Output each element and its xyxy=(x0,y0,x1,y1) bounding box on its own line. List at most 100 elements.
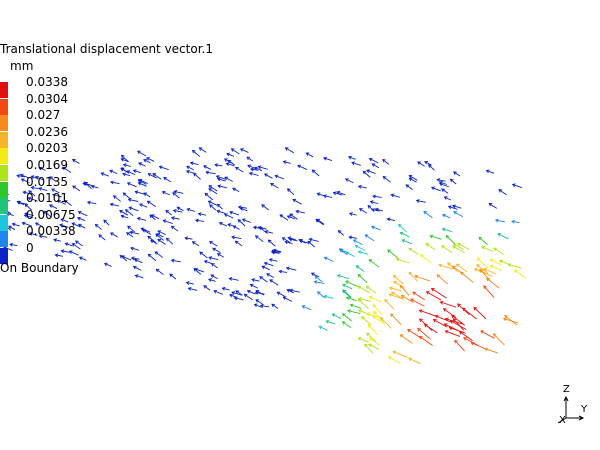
displacement-vector xyxy=(419,318,433,332)
displacement-vector xyxy=(217,184,228,189)
displacement-vector xyxy=(38,234,48,239)
displacement-vector xyxy=(453,211,464,218)
displacement-vector xyxy=(447,262,458,273)
displacement-vector xyxy=(132,265,142,271)
displacement-vector xyxy=(452,243,464,251)
displacement-vector xyxy=(372,194,382,199)
displacement-vector xyxy=(384,298,395,310)
displacement-vector xyxy=(165,237,174,245)
displacement-vector xyxy=(191,241,200,247)
displacement-vector xyxy=(457,242,470,251)
displacement-vector xyxy=(185,281,194,285)
displacement-vector xyxy=(344,280,358,287)
displacement-vector xyxy=(197,212,207,217)
displacement-vector xyxy=(489,258,502,266)
displacement-vector xyxy=(452,204,462,209)
displacement-vector xyxy=(199,251,208,259)
displacement-vector xyxy=(20,178,30,184)
displacement-vector xyxy=(366,169,376,174)
displacement-vector xyxy=(249,283,259,289)
displacement-vector xyxy=(187,286,198,291)
displacement-vector xyxy=(68,250,79,256)
displacement-vector xyxy=(122,163,131,167)
displacement-vector xyxy=(374,207,383,212)
displacement-vector xyxy=(407,328,422,339)
displacement-vector xyxy=(186,165,195,171)
displacement-vector xyxy=(226,152,235,157)
legend-tick-label: 0.0101 xyxy=(26,191,68,206)
displacement-vector xyxy=(210,274,218,280)
triad-x-label: X xyxy=(559,415,566,426)
displacement-vector xyxy=(269,279,279,286)
displacement-vector xyxy=(109,180,120,185)
displacement-vector xyxy=(239,148,249,153)
displacement-vector xyxy=(436,274,449,285)
legend-row: 0.0236 xyxy=(0,125,120,148)
legend-tick-label: 0.0169 xyxy=(26,158,68,172)
displacement-vector xyxy=(305,152,314,158)
axis-triad[interactable]: Z Y X xyxy=(554,384,594,426)
displacement-vector xyxy=(454,339,465,352)
displacement-vector xyxy=(158,165,169,171)
displacement-vector xyxy=(439,300,457,308)
displacement-vector xyxy=(43,210,52,218)
displacement-vector xyxy=(408,357,421,365)
displacement-vector xyxy=(338,248,348,255)
displacement-vector xyxy=(417,161,425,167)
legend-tick-label: 0.0236 xyxy=(26,124,68,139)
displacement-vector xyxy=(316,192,325,197)
displacement-vector xyxy=(60,249,70,254)
displacement-vector xyxy=(254,166,263,172)
displacement-vector xyxy=(255,299,264,306)
displacement-vector xyxy=(64,242,73,247)
displacement-vector xyxy=(349,303,362,309)
displacement-vector xyxy=(427,164,435,171)
displacement-vector xyxy=(38,187,48,192)
displacement-vector xyxy=(372,315,386,325)
displacement-vector xyxy=(408,175,418,181)
displacement-vector xyxy=(86,200,97,205)
displacement-vector xyxy=(51,188,60,194)
displacement-vector xyxy=(430,288,447,299)
displacement-vector xyxy=(218,221,228,227)
displacement-vector xyxy=(463,337,478,346)
displacement-vector xyxy=(494,218,505,223)
displacement-vector xyxy=(438,263,453,270)
displacement-vector xyxy=(369,337,380,346)
displacement-vector xyxy=(337,230,345,236)
displacement-vector xyxy=(289,213,298,220)
displacement-vector xyxy=(143,192,151,198)
displacement-vector xyxy=(492,333,505,346)
displacement-vector xyxy=(232,187,240,193)
displacement-vector xyxy=(307,240,315,248)
legend-row: 0.027 xyxy=(0,108,120,132)
displacement-vector xyxy=(54,253,64,258)
displacement-vector xyxy=(184,236,193,241)
displacement-vector xyxy=(138,162,146,167)
legend-tick-label: 0.0135 xyxy=(26,174,68,189)
displacement-vector xyxy=(357,285,370,293)
displacement-vector xyxy=(410,298,425,307)
displacement-vector xyxy=(103,219,110,226)
displacement-vector xyxy=(443,196,452,201)
displacement-vector xyxy=(345,296,357,302)
displacement-vector xyxy=(146,200,157,208)
legend-footer: On Boundary xyxy=(0,261,79,275)
displacement-vector xyxy=(147,173,157,179)
displacement-vector xyxy=(209,204,217,211)
legend-row: 0.0338 xyxy=(0,75,120,98)
displacement-vector xyxy=(345,251,355,257)
displacement-vector xyxy=(112,195,122,202)
displacement-vector xyxy=(203,165,212,170)
displacement-vector xyxy=(122,192,131,200)
displacement-vector xyxy=(418,335,433,346)
displacement-vector xyxy=(348,235,358,240)
displacement-vector xyxy=(408,271,419,282)
displacement-vector xyxy=(9,242,18,247)
displacement-vector xyxy=(139,203,148,208)
displacement-vector xyxy=(147,253,157,262)
displacement-vector xyxy=(170,225,179,232)
displacement-vector xyxy=(237,219,246,227)
displacement-vector xyxy=(268,258,278,262)
